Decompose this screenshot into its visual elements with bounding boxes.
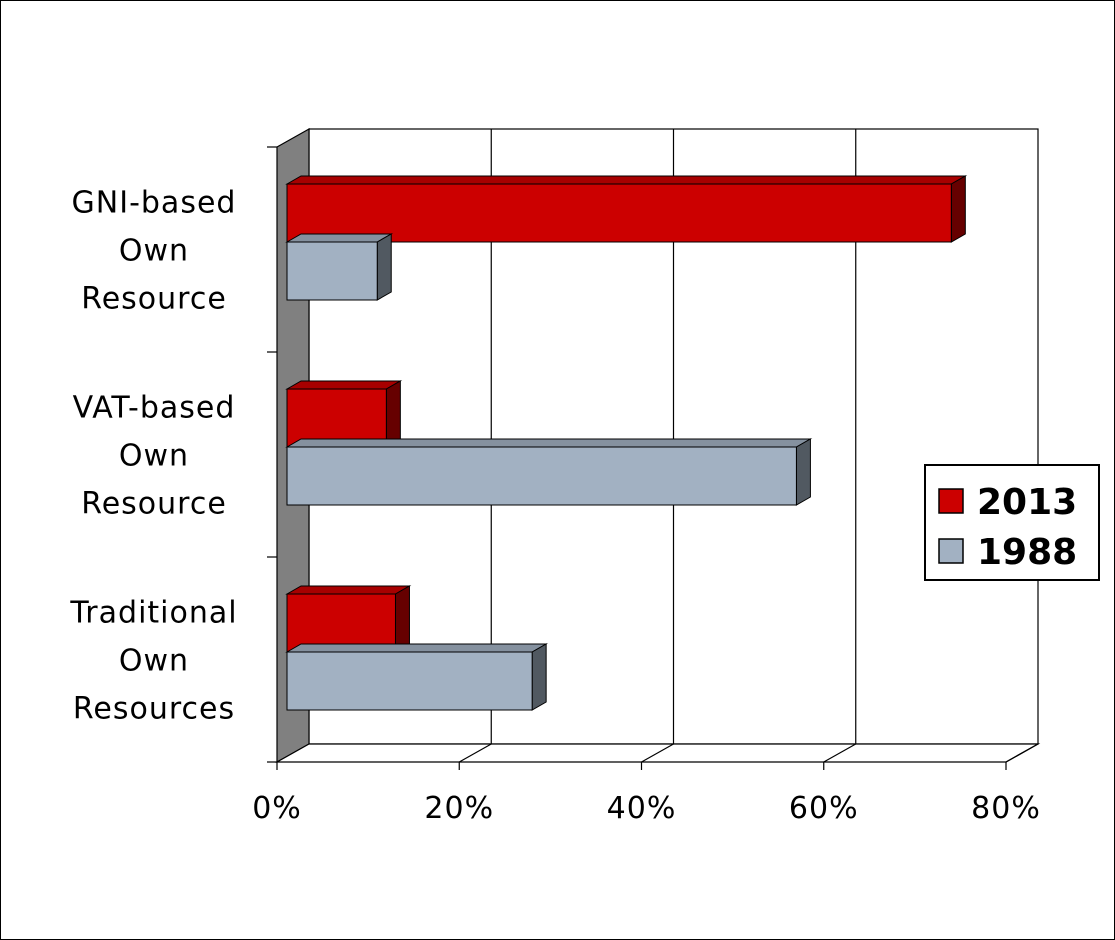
- floor-gridline: [1005, 743, 1039, 763]
- category-label: Own: [119, 234, 189, 269]
- bar-1988-0: [286, 241, 378, 301]
- bar-2013-0: [286, 183, 952, 243]
- category-label: GNI-based: [72, 186, 237, 221]
- floor-gridline: [641, 743, 674, 763]
- bar-2013-1-side: [385, 380, 401, 448]
- bar-2013-0-side: [950, 175, 966, 243]
- floor-gridline: [458, 743, 492, 763]
- bar-2013-1: [286, 388, 387, 448]
- legend-label: 1988: [977, 532, 1077, 573]
- bar-2013-2: [286, 593, 396, 653]
- x-tick-label: 40%: [607, 791, 677, 826]
- bar-2013-0-top: [285, 175, 968, 185]
- legend-swatch-1988: [938, 538, 964, 564]
- category-label: Traditional: [69, 596, 237, 631]
- category-label: Own: [119, 644, 189, 679]
- bar-1988-2-side: [531, 643, 547, 711]
- category-label: Resource: [81, 487, 227, 522]
- category-label: Own: [119, 439, 189, 474]
- legend-label: 2013: [977, 482, 1077, 523]
- bar-2013-2-side: [394, 585, 410, 653]
- category-label: VAT-based: [73, 391, 236, 426]
- bar-2013-2-top: [285, 585, 412, 595]
- bar-1988-2-top: [285, 643, 549, 653]
- x-tick-label: 80%: [971, 791, 1041, 826]
- x-tick-label: 60%: [789, 791, 859, 826]
- category-label: Resource: [81, 282, 227, 317]
- bar-1988-2: [286, 651, 533, 711]
- x-tick-label: 20%: [424, 791, 494, 826]
- bar-1988-1-side: [795, 438, 811, 506]
- legend-swatch-2013: [938, 488, 964, 514]
- floor-gridline: [823, 743, 857, 763]
- bar-1988-0-top: [285, 233, 394, 243]
- bar-2013-1-top: [285, 380, 403, 390]
- bar-1988-0-side: [376, 233, 392, 301]
- bar-1988-1: [286, 446, 797, 506]
- bar-1988-1-top: [285, 438, 813, 448]
- category-label: Resources: [73, 692, 235, 727]
- x-tick-label: 0%: [252, 791, 302, 826]
